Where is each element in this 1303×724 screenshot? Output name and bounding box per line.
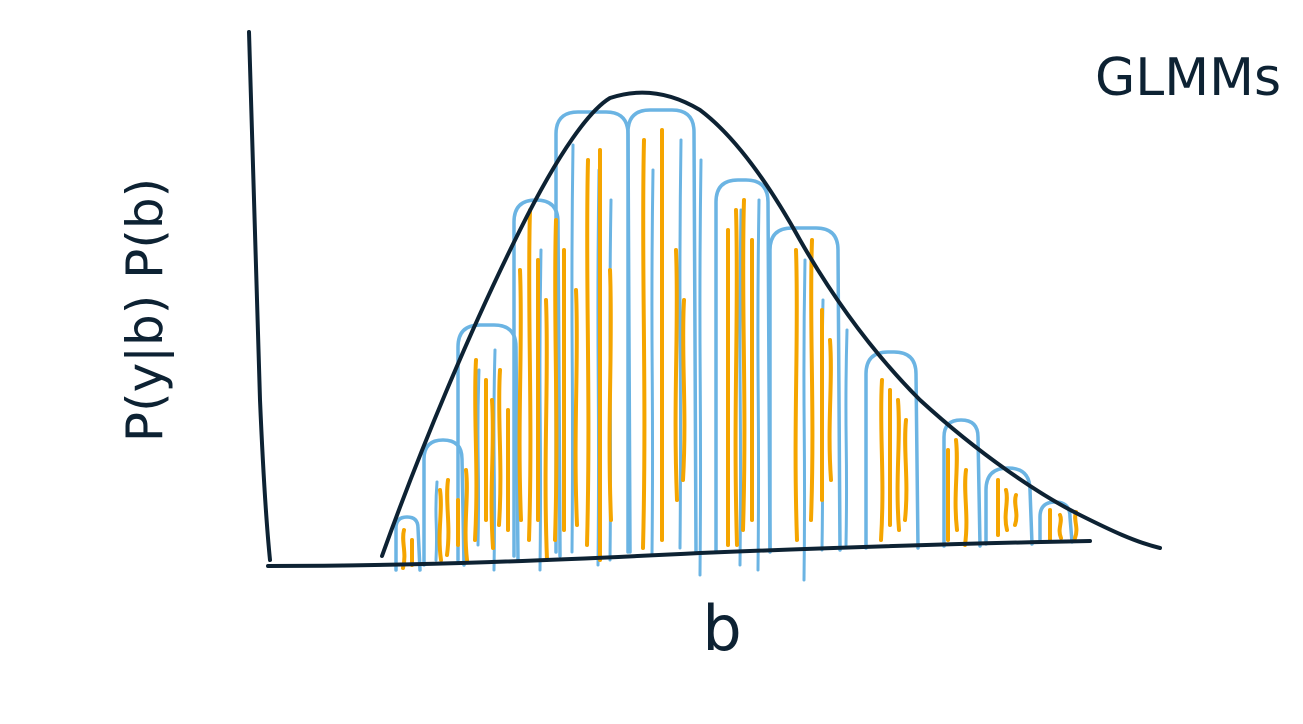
orange-hatch-strokes: [401, 128, 1079, 570]
orange-hatch: [1003, 488, 1009, 532]
orange-hatch: [517, 268, 523, 522]
x-axis-line: [266, 539, 1092, 568]
blue-stroke: [698, 158, 703, 577]
orange-hatch: [809, 238, 815, 522]
orange-hatch: [953, 438, 959, 532]
orange-hatch: [497, 368, 503, 527]
orange-hatch: [553, 218, 559, 542]
blue-stroke: [844, 328, 849, 547]
orange-hatch: [673, 248, 679, 502]
orange-hatch: [585, 158, 591, 547]
orange-hatch: [963, 468, 969, 547]
orange-hatch: [1057, 513, 1063, 540]
blue-stroke: [802, 258, 807, 582]
blue-arch: [768, 226, 842, 552]
orange-hatch: [1013, 493, 1019, 527]
blue-arch: [394, 515, 422, 572]
y-axis-label: P(y|b) P(b): [116, 178, 174, 442]
corner-label: GLMMs: [1095, 48, 1281, 108]
blue-arch: [984, 466, 1034, 546]
blue-arch: [554, 110, 632, 554]
orange-hatch: [903, 418, 909, 522]
orange-hatch: [895, 398, 901, 532]
blue-stroke: [738, 208, 743, 567]
orange-hatch: [681, 298, 687, 482]
blue-arch: [864, 350, 920, 550]
orange-hatch: [607, 268, 613, 522]
orange-hatch: [489, 398, 495, 550]
orange-hatch: [543, 298, 549, 562]
orange-hatch: [879, 378, 885, 542]
orange-hatch: [573, 288, 579, 527]
orange-hatch: [1073, 510, 1079, 540]
orange-hatch: [793, 248, 799, 542]
orange-hatch: [641, 138, 647, 550]
blue-arch: [422, 438, 466, 567]
orange-hatch: [445, 478, 451, 557]
orange-hatch: [733, 208, 739, 547]
blue-slab-outlines: [394, 108, 1074, 582]
blue-stroke: [538, 248, 543, 572]
orange-hatch: [463, 468, 469, 562]
blue-stroke: [476, 368, 481, 547]
blue-stroke: [678, 138, 683, 550]
blue-stroke: [756, 198, 761, 572]
blue-stroke: [434, 480, 439, 562]
orange-hatch: [473, 358, 479, 542]
orange-hatch: [827, 338, 833, 482]
blue-stroke: [570, 143, 575, 554]
blue-arch: [942, 418, 982, 548]
blue-arch: [714, 178, 772, 554]
y-axis-line: [247, 30, 272, 562]
density-curve: [380, 90, 1162, 558]
orange-hatch: [741, 198, 747, 532]
x-axis-label: b: [702, 592, 741, 665]
blue-stroke: [650, 168, 655, 557]
blue-arch: [626, 108, 698, 554]
orange-hatch: [527, 208, 533, 542]
orange-hatch: [437, 488, 443, 562]
